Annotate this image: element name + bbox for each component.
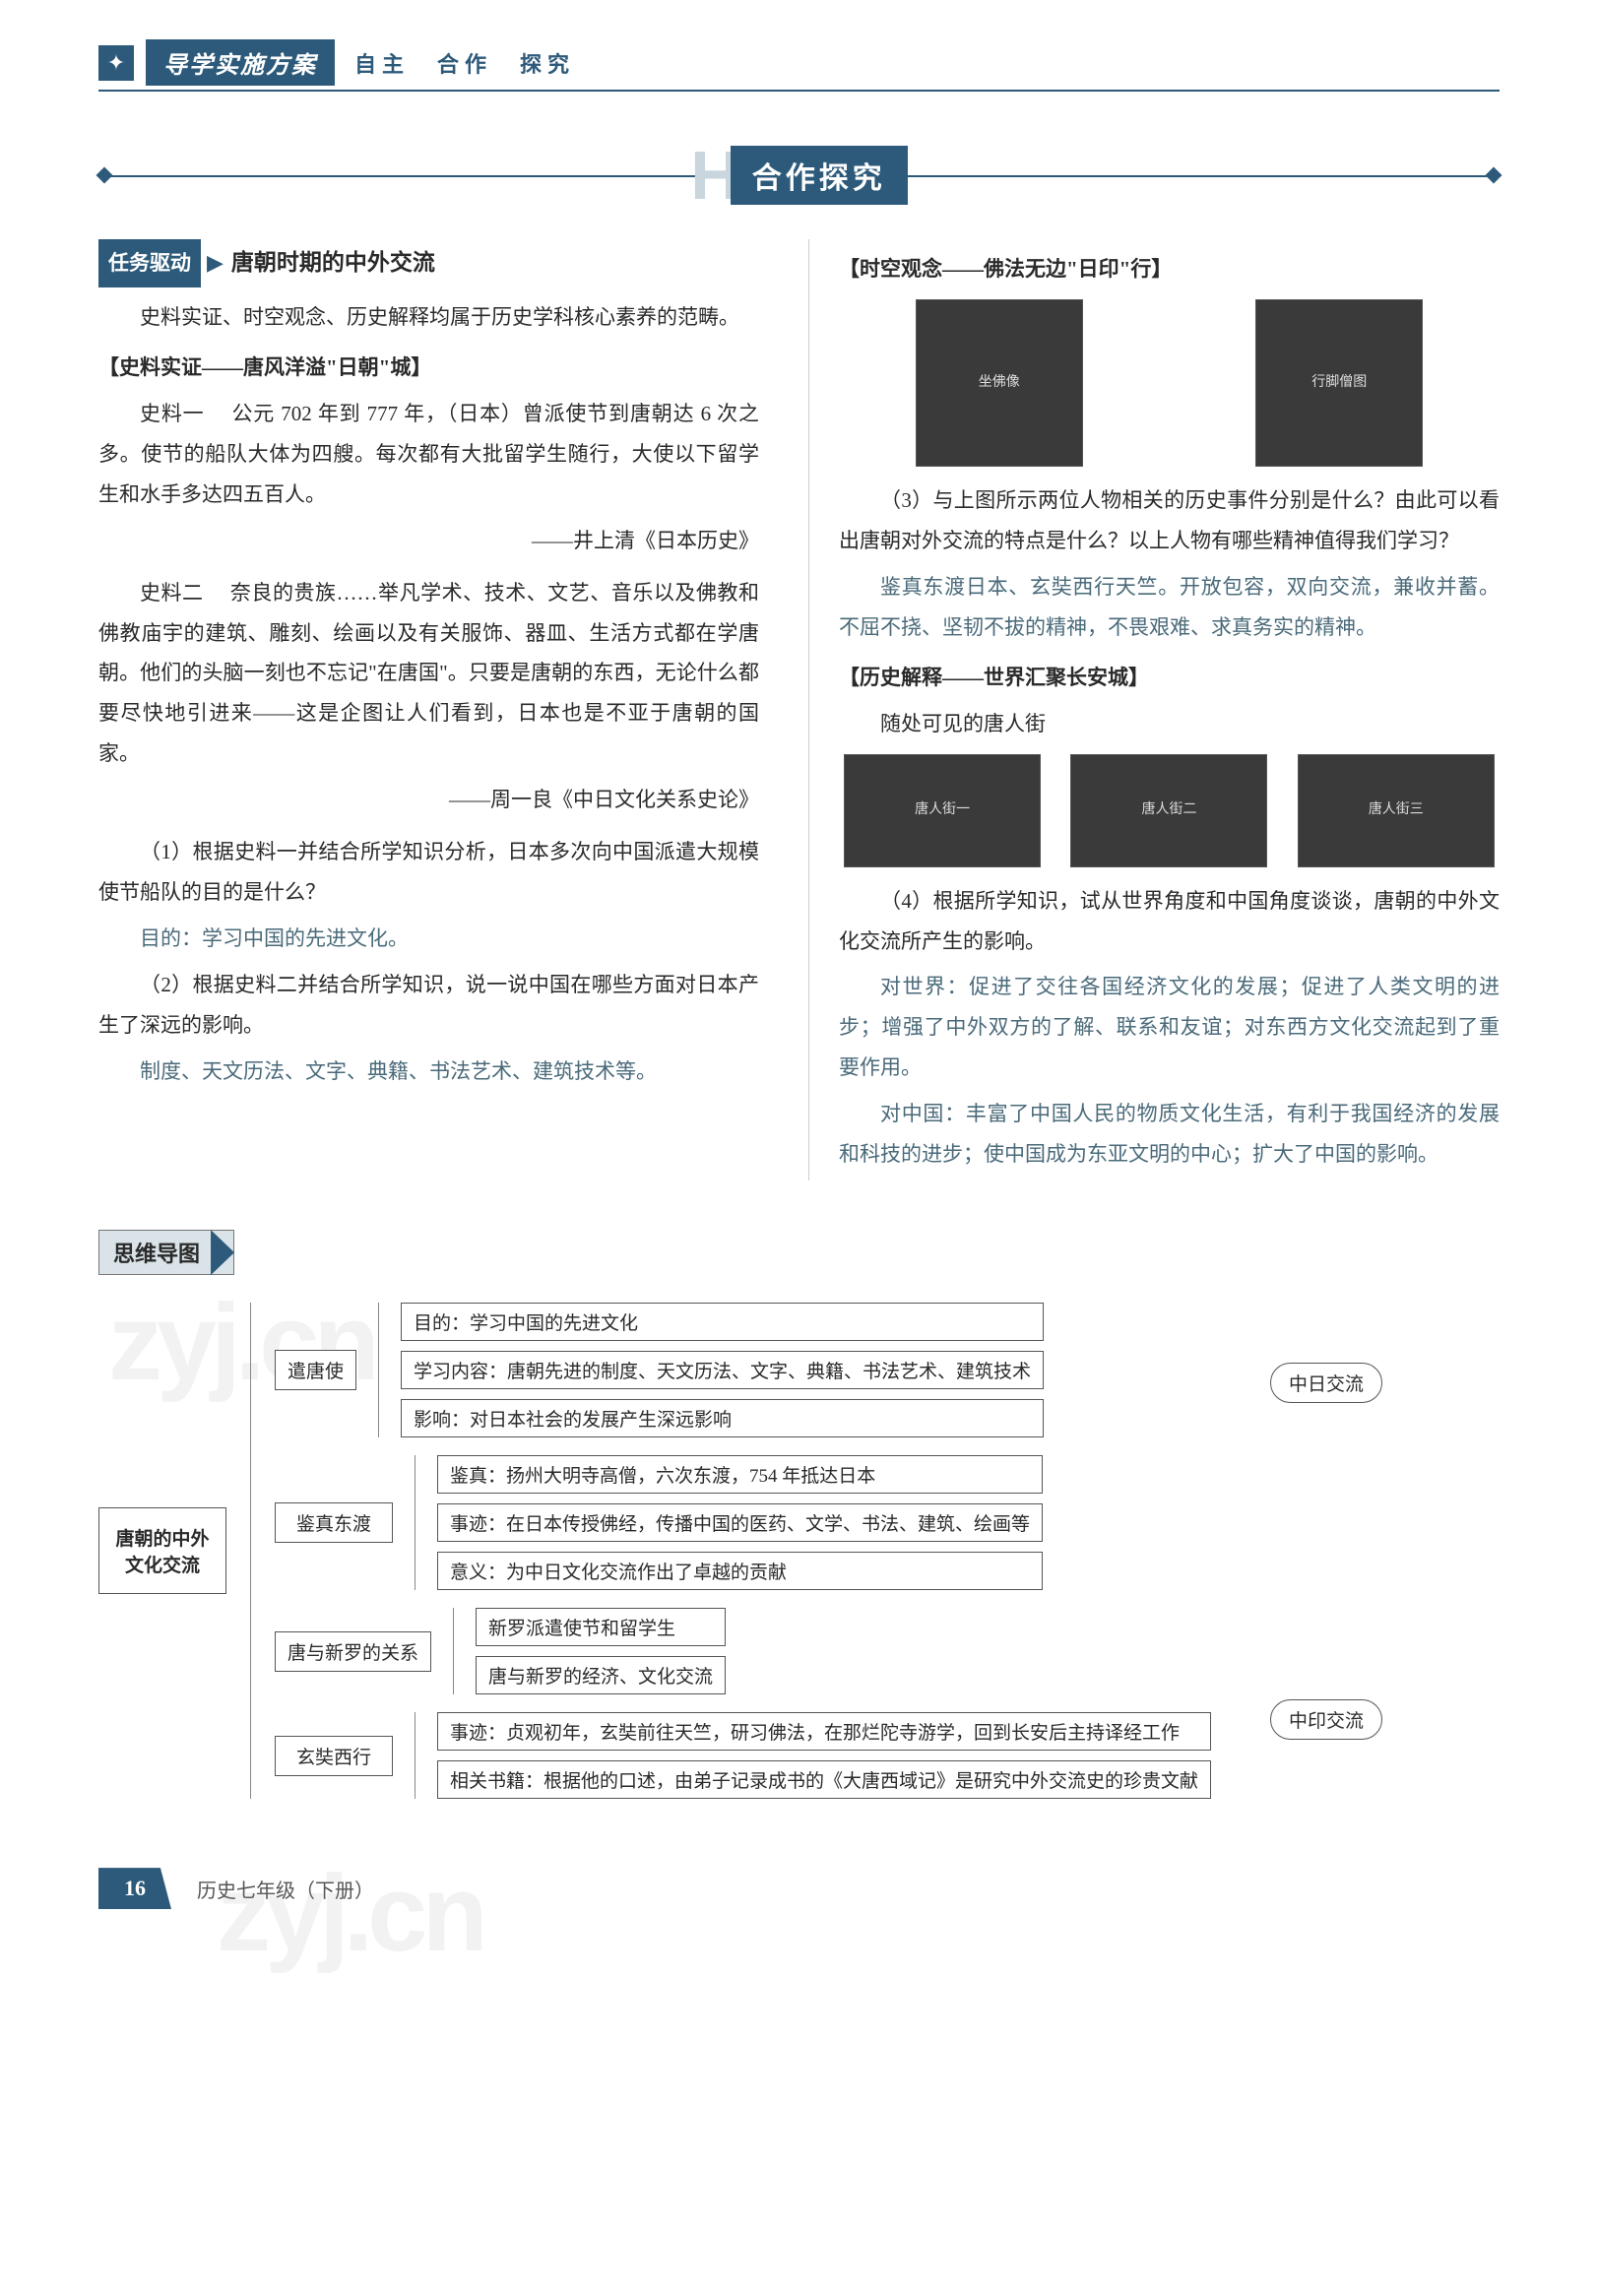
mm-branch-3: 唐与新罗的关系 新罗派遣使节和留学生 唐与新罗的经济、文化交流 <box>275 1608 1211 1694</box>
arrow-icon: ▶ <box>207 242 224 285</box>
task-title: 唐朝时期的中外交流 <box>231 241 435 286</box>
mm-leaf: 相关书籍：根据他的口述，由弟子记录成书的《大唐西域记》是研究中外交流史的珍贵文献 <box>437 1760 1211 1799</box>
mm-leaf: 事迹：贞观初年，玄奘前往天竺，研习佛法，在那烂陀寺游学，回到长安后主持译经工作 <box>437 1712 1211 1751</box>
question-3: （3）与上图所示两位人物相关的历史事件分别是什么？由此可以看出唐朝对外交流的特点… <box>839 480 1500 561</box>
mindmap-row: 唐朝的中外文化交流 遣唐使 目的：学习中国的先进文化 学习内容：唐朝先进的制度、… <box>98 1303 1500 1799</box>
mindmap-heading: 思维导图 <box>98 1230 234 1275</box>
brand-title: 导学实施方案 <box>146 39 335 86</box>
figure-buddha: 坐佛像 <box>916 299 1083 467</box>
material-1: 史料一 公元 702 年到 777 年，（日本）曾派使节到唐朝达 6 次之多。使… <box>98 394 759 515</box>
answer-4a: 对世界：促进了交往各国经济文化的发展；促进了人类文明的进步；增强了中外双方的了解… <box>839 967 1500 1088</box>
material-2-label: 史料二 <box>140 581 204 605</box>
diamond-icon <box>1486 167 1502 184</box>
mm-side-tags: 中日交流 中印交流 <box>1250 1303 1382 1799</box>
book-title: 历史七年级（下册） <box>197 1875 374 1903</box>
mm-leaves: 目的：学习中国的先进文化 学习内容：唐朝先进的制度、天文历法、文字、典籍、书法艺… <box>378 1303 1044 1437</box>
mm-leaf: 目的：学习中国的先进文化 <box>401 1303 1044 1341</box>
mm-leaves: 事迹：贞观初年，玄奘前往天竺，研习佛法，在那烂陀寺游学，回到长安后主持译经工作 … <box>415 1712 1211 1799</box>
mm-tag-jp: 中日交流 <box>1270 1363 1382 1403</box>
mm-node: 鉴真东渡 <box>275 1502 393 1543</box>
question-2: （2）根据史料二并结合所学知识，说一说中国在哪些方面对日本产生了深远的影响。 <box>98 965 759 1046</box>
mm-leaves: 鉴真：扬州大明寺高僧，六次东渡，754 年抵达日本 事迹：在日本传授佛经，传播中… <box>415 1455 1043 1590</box>
content-columns: 任务驱动 ▶ 唐朝时期的中外交流 史料实证、时空观念、历史解释均属于历史学科核心… <box>98 239 1500 1180</box>
figure-row-2: 唐人街一 唐人街二 唐人街三 <box>839 754 1500 867</box>
mm-node: 遣唐使 <box>275 1350 356 1390</box>
mm-leaves: 新罗派遣使节和留学生 唐与新罗的经济、文化交流 <box>453 1608 726 1694</box>
material-2-source: ——周一良《中日文化关系史论》 <box>98 780 759 820</box>
top-bar: ✦ 导学实施方案 自主 合作 探究 <box>98 39 1500 92</box>
mm-leaf: 新罗派遣使节和留学生 <box>476 1608 726 1646</box>
answer-3: 鉴真东渡日本、玄奘西行天竺。开放包容，双向交流，兼收并蓄。不屈不挠、坚韧不拔的精… <box>839 567 1500 648</box>
mm-leaf: 鉴真：扬州大明寺高僧，六次东渡，754 年抵达日本 <box>437 1455 1043 1494</box>
mm-branches: 遣唐使 目的：学习中国的先进文化 学习内容：唐朝先进的制度、天文历法、文字、典籍… <box>250 1303 1211 1799</box>
mm-leaf: 学习内容：唐朝先进的制度、天文历法、文字、典籍、书法艺术、建筑技术 <box>401 1351 1044 1389</box>
task-heading: 任务驱动 ▶ 唐朝时期的中外交流 <box>98 239 759 287</box>
mm-leaf: 影响：对日本社会的发展产生深远影响 <box>401 1399 1044 1437</box>
subheading-3: 【历史解释——世界汇聚长安城】 <box>839 658 1500 698</box>
book-logo-icon: ✦ <box>98 45 134 81</box>
mm-leaf: 唐与新罗的经济、文化交流 <box>476 1656 726 1694</box>
subheading-2: 【时空观念——佛法无边"日印"行】 <box>839 249 1500 289</box>
mindmap-heading-text: 思维导图 <box>113 1237 200 1268</box>
left-column: 任务驱动 ▶ 唐朝时期的中外交流 史料实证、时空观念、历史解释均属于历史学科核心… <box>98 239 759 1180</box>
mm-node: 玄奘西行 <box>275 1736 393 1776</box>
subheading-3-caption: 随处可见的唐人街 <box>839 704 1500 744</box>
section-banner: H 合作探究 <box>98 141 1500 210</box>
mm-tag-in: 中印交流 <box>1270 1699 1382 1740</box>
page: ✦ 导学实施方案 自主 合作 探究 H 合作探究 任务驱动 ▶ 唐朝时期的中外交… <box>0 0 1598 2296</box>
task-badge: 任务驱动 <box>98 239 201 287</box>
mm-branch-4: 玄奘西行 事迹：贞观初年，玄奘前往天竺，研习佛法，在那烂陀寺游学，回到长安后主持… <box>275 1712 1211 1799</box>
question-4: （4）根据所学知识，试从世界角度和中国角度谈谈，唐朝的中外文化交流所产生的影响。 <box>839 881 1500 962</box>
brand-subtitle: 自主 合作 探究 <box>354 47 575 79</box>
question-1: （1）根据史料一并结合所学知识分析，日本多次向中国派遣大规模使节船队的目的是什么… <box>98 832 759 913</box>
answer-2: 制度、天文历法、文字、典籍、书法艺术、建筑技术等。 <box>98 1052 759 1092</box>
material-1-label: 史料一 <box>140 402 205 425</box>
mm-leaf: 事迹：在日本传授佛经，传播中国的医药、文学、书法、建筑、绘画等 <box>437 1503 1043 1542</box>
figure-monk: 行脚僧图 <box>1255 299 1423 467</box>
mm-leaf: 意义：为中日文化交流作出了卓越的贡献 <box>437 1552 1043 1590</box>
mm-root: 唐朝的中外文化交流 <box>98 1507 226 1594</box>
page-footer: 16 历史七年级（下册） <box>98 1868 1500 1909</box>
mm-branch-2: 鉴真东渡 鉴真：扬州大明寺高僧，六次东渡，754 年抵达日本 事迹：在日本传授佛… <box>275 1455 1211 1590</box>
mindmap: 唐朝的中外文化交流 遣唐使 目的：学习中国的先进文化 学习内容：唐朝先进的制度、… <box>98 1283 1500 1809</box>
subheading-1: 【史料实证——唐风洋溢"日朝"城】 <box>98 348 759 388</box>
right-column: 【时空观念——佛法无边"日印"行】 坐佛像 行脚僧图 （3）与上图所示两位人物相… <box>808 239 1500 1180</box>
banner-label: 合作探究 <box>731 146 908 205</box>
figure-chinatown-3: 唐人街三 <box>1298 754 1495 867</box>
material-1-source: ——井上清《日本历史》 <box>98 521 759 561</box>
material-2-body: 奈良的贵族……举凡学术、技术、文艺、音乐以及佛教和佛教庙宇的建筑、雕刻、绘画以及… <box>98 581 759 766</box>
diamond-icon <box>96 167 113 184</box>
answer-1: 目的：学习中国的先进文化。 <box>98 919 759 959</box>
figure-chinatown-2: 唐人街二 <box>1070 754 1267 867</box>
material-2: 史料二 奈良的贵族……举凡学术、技术、文艺、音乐以及佛教和佛教庙宇的建筑、雕刻、… <box>98 573 759 775</box>
figure-chinatown-1: 唐人街一 <box>844 754 1041 867</box>
mm-node: 唐与新罗的关系 <box>275 1631 431 1672</box>
page-number: 16 <box>98 1868 171 1909</box>
answer-4b: 对中国：丰富了中国人民的物质文化生活，有利于我国经济的发展和科技的进步；使中国成… <box>839 1094 1500 1175</box>
mm-branch-1: 遣唐使 目的：学习中国的先进文化 学习内容：唐朝先进的制度、天文历法、文字、典籍… <box>275 1303 1211 1437</box>
intro-text: 史料实证、时空观念、历史解释均属于历史学科核心素养的范畴。 <box>98 297 759 338</box>
figure-row-1: 坐佛像 行脚僧图 <box>839 299 1500 467</box>
